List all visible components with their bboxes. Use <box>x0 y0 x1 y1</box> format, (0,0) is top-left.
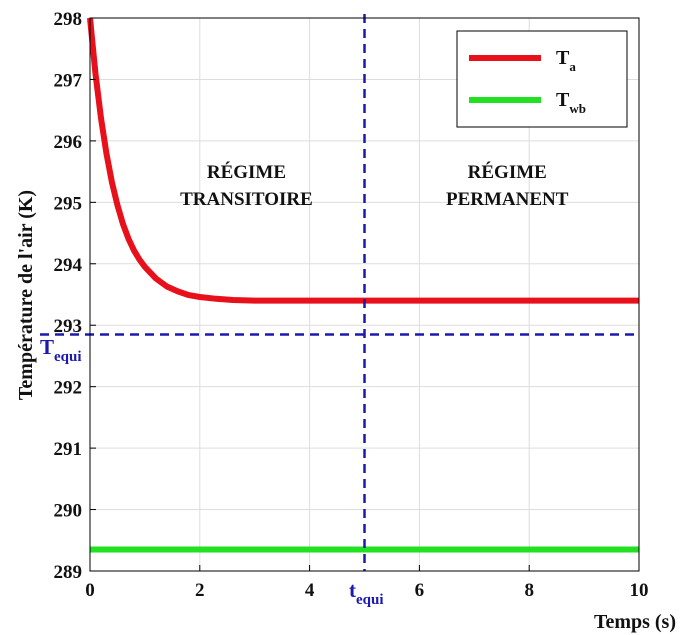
y-tick-label: 297 <box>54 70 83 91</box>
y-tick-label: 290 <box>54 501 83 522</box>
axis-ticks: 0 2 4 6 8 10 289 290 291 292 293 294 295 296 297 298 <box>54 9 649 601</box>
x-tick-label: 6 <box>415 580 425 601</box>
legend-label-twb: Twb <box>556 89 586 116</box>
region-annotations: RÉGIME TRANSITOIRE RÉGIME PERMANENT <box>180 161 569 210</box>
x-tick-label: 8 <box>524 580 534 601</box>
y-tick-label: 291 <box>54 439 83 460</box>
t-equi-vertical-label: tequi <box>349 578 384 608</box>
y-tick-label: 296 <box>54 132 83 153</box>
y-tick-label: 289 <box>54 562 83 583</box>
legend-box <box>456 30 628 128</box>
reference-lines <box>40 14 639 571</box>
x-tick-label: 4 <box>305 580 315 601</box>
y-tick-label: 298 <box>54 9 83 30</box>
legend: Ta Twb <box>456 30 628 128</box>
series-ta-line <box>87 17 639 304</box>
region-label: TRANSITOIRE <box>180 189 313 210</box>
region-label: RÉGIME <box>468 161 547 183</box>
y-tick-label: 293 <box>54 316 83 337</box>
series-layer <box>87 17 639 553</box>
y-axis-label: Température de l'air (K) <box>15 190 37 400</box>
x-axis-label: Temps (s) <box>594 611 676 633</box>
region-label: PERMANENT <box>446 189 569 210</box>
x-tick-label: 2 <box>195 580 205 601</box>
plot-frame <box>89 17 640 572</box>
region-label: RÉGIME <box>207 161 286 183</box>
x-tick-label: 0 <box>85 580 95 601</box>
y-tick-label: 294 <box>54 255 83 276</box>
y-tick-label: 292 <box>54 378 83 399</box>
legend-label-ta: Ta <box>556 47 576 74</box>
t-equi-horizontal-label: Tequi <box>40 335 82 365</box>
x-tick-label: 10 <box>630 580 649 601</box>
y-tick-label: 295 <box>54 193 83 214</box>
